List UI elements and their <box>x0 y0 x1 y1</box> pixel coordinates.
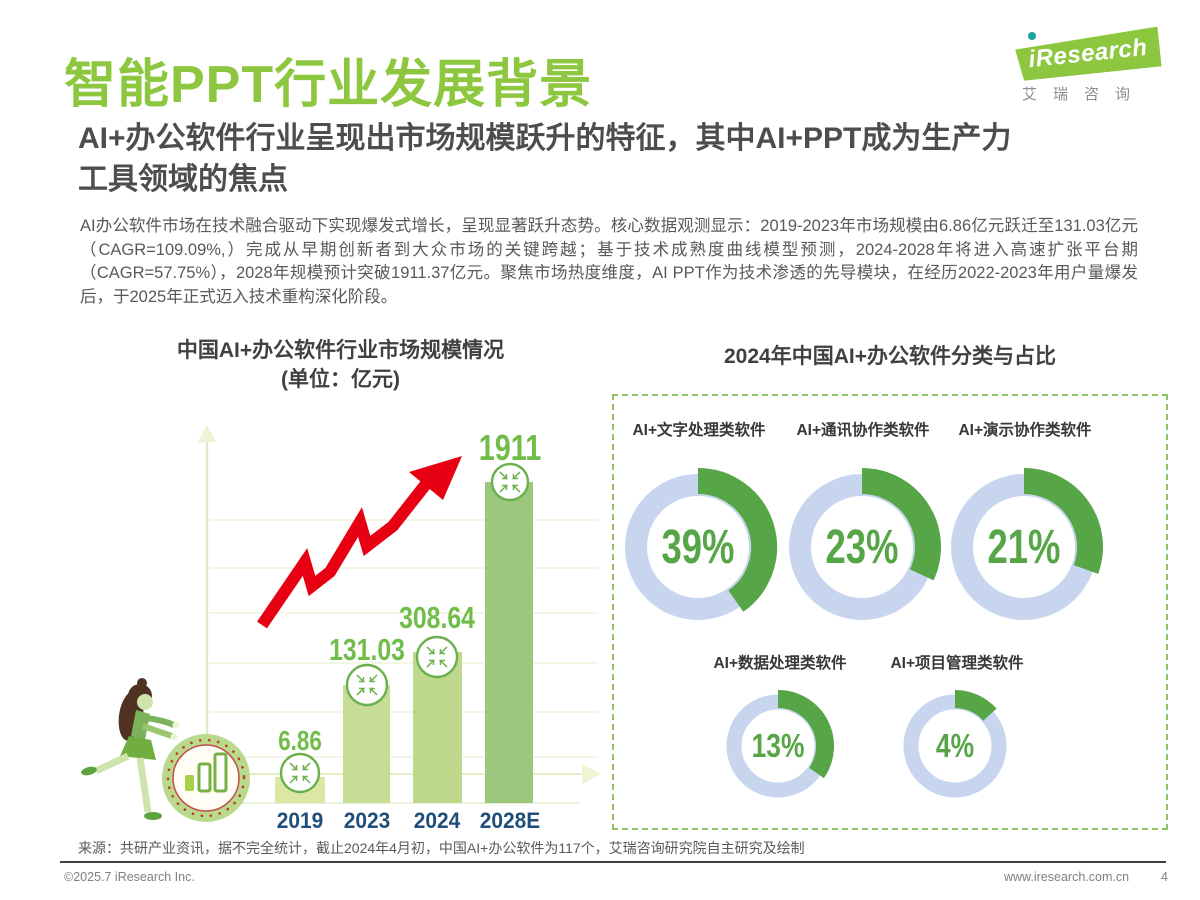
bar <box>485 482 533 803</box>
donut-arc <box>861 468 941 581</box>
donut-ring <box>625 467 778 620</box>
burst-arrow-glyph <box>301 775 311 784</box>
donut-percent: 4% <box>935 727 975 764</box>
donut-label-word-processing: AI+文字处理类软件 <box>632 422 766 439</box>
donut-chart-presentation-collab: 21% <box>939 462 1109 632</box>
headline-line1: AI+办公软件行业呈现出市场规模跃升的特征，其中AI+PPT成为生产力 <box>78 122 1012 155</box>
donut-percent: 13% <box>751 727 805 764</box>
burst-arrow-glyph <box>426 659 436 668</box>
y-axis-arrow-icon <box>198 425 216 442</box>
donut-chart-word-processing: 39% <box>613 462 783 632</box>
burst-circle-icon <box>490 462 530 502</box>
burst-circle-icon <box>345 663 389 707</box>
burst-arrow-glyph <box>438 646 448 655</box>
footer-divider <box>60 861 1166 863</box>
burst-arrow-glyph <box>426 646 436 655</box>
bar-chart-title-line1: 中国AI+办公软件行业市场规模情况 <box>176 339 505 362</box>
runner-illustration <box>81 678 180 820</box>
donut-chart-project-management: 4% <box>895 686 1015 806</box>
donut-chart-data-processing: 13% <box>718 686 838 806</box>
burst-arrow-glyph <box>511 471 521 480</box>
donut-label-data-processing: AI+数据处理类软件 <box>713 655 847 672</box>
donut-arc <box>954 690 997 721</box>
burst-arrow-glyph <box>438 659 448 668</box>
bar-year-label: 2028E <box>480 809 540 834</box>
donut-arc <box>777 690 835 779</box>
coin-bar-tall <box>213 752 228 793</box>
headline-line2: 工具领域的焦点 <box>78 163 288 196</box>
burst-circle-icon <box>279 752 321 794</box>
burst-arrow-glyph <box>356 687 366 696</box>
source-note: 来源：共研产业资讯，据不完全统计，截止2024年4月初，中国AI+办公软件为11… <box>78 840 805 856</box>
bar-value-label: 6.86 <box>278 726 322 757</box>
bar-chart-unit-label: (单位：亿元) <box>281 368 400 391</box>
burst-circle-icon <box>415 635 459 679</box>
logo-brand-text: iResearch <box>1027 33 1149 74</box>
burst-arrow-glyph <box>511 484 521 493</box>
bar-year-label: 2024 <box>414 809 461 834</box>
bar-group-2019: 6.86 2019 <box>275 726 325 833</box>
burst-arrow-glyph <box>499 484 509 493</box>
bar-chart-svg: 6.86 2019 131.03 2023 308.64 2024 1911 2028E <box>81 425 601 833</box>
bars-layer: 6.86 2019 131.03 2023 308.64 2024 1911 2028E <box>275 427 541 833</box>
donut-panel: AI+文字处理类软件 AI+通讯协作类软件 AI+演示协作类软件 39% 23%… <box>612 394 1168 830</box>
bar-value-label: 1911 <box>479 427 541 468</box>
illustrations <box>81 678 250 822</box>
donut-label-communication-collab: AI+通讯协作类软件 <box>796 422 930 439</box>
footer-page-number: 4 <box>1161 870 1168 884</box>
bar-year-label: 2023 <box>344 809 391 834</box>
donut-arc <box>1023 468 1103 575</box>
bar-group-2023: 131.03 2023 <box>329 632 405 833</box>
bar-value-label: 308.64 <box>399 600 475 634</box>
footer: ©2025.7 iResearch Inc. www.iresearch.com… <box>64 870 1168 884</box>
burst-arrow-glyph <box>301 762 311 771</box>
footer-website: www.iresearch.com.cn <box>1004 870 1130 884</box>
coin-bar-small <box>185 775 194 791</box>
bar-chart-title: 中国AI+办公软件行业市场规模情况 (单位：亿元) <box>68 336 613 394</box>
page-title: 智能PPT行业发展背景 <box>64 56 593 114</box>
bar-group-2024: 308.64 2024 <box>399 600 475 833</box>
donut-percent: 21% <box>987 520 1061 574</box>
coin-illustration <box>162 734 250 822</box>
footer-copyright: ©2025.7 iResearch Inc. <box>64 870 195 884</box>
donut-percent: 39% <box>661 520 735 574</box>
donut-label-project-management: AI+项目管理类软件 <box>890 655 1024 672</box>
donut-label-presentation-collab: AI+演示协作类软件 <box>958 422 1092 439</box>
logo-dot-icon <box>1028 32 1036 40</box>
trend-arrow-icon <box>257 456 462 629</box>
donut-percent: 23% <box>825 520 899 574</box>
iresearch-logo: iResearch 艾瑞咨询 <box>1006 34 1166 104</box>
logo-chinese-name: 艾瑞咨询 <box>1022 86 1147 103</box>
bar-chart: 6.86 2019 131.03 2023 308.64 2024 1911 2028E <box>68 420 613 840</box>
donut-ring <box>951 468 1103 620</box>
bar-year-label: 2019 <box>277 809 324 834</box>
x-axis-arrow-icon <box>582 764 601 784</box>
burst-arrow-glyph <box>289 762 299 771</box>
bar-value-label: 131.03 <box>329 632 405 666</box>
bar-group-2028E: 1911 2028E <box>479 427 541 833</box>
donut-chart-title: 2024年中国AI+办公软件分类与占比 <box>724 345 1056 368</box>
donut-arc <box>697 467 778 612</box>
section-headline: AI+办公软件行业呈现出市场规模跃升的特征，其中AI+PPT成为生产力 工具领域… <box>78 118 1158 200</box>
burst-arrow-glyph <box>356 674 366 683</box>
burst-arrow-glyph <box>368 687 378 696</box>
donut-ring <box>726 690 835 798</box>
burst-arrow-glyph <box>289 775 299 784</box>
burst-arrow-glyph <box>499 471 509 480</box>
donut-chart-communication-collab: 23% <box>777 462 947 632</box>
donut-ring <box>903 690 1007 798</box>
body-paragraph: AI办公软件市场在技术融合驱动下实现爆发式增长，呈现显著跃升态势。核心数据观测显… <box>80 217 1138 306</box>
logo-green-shape: iResearch <box>1014 27 1161 82</box>
burst-arrow-glyph <box>368 674 378 683</box>
coin-bar-mid <box>197 762 212 793</box>
donut-ring <box>789 468 941 620</box>
